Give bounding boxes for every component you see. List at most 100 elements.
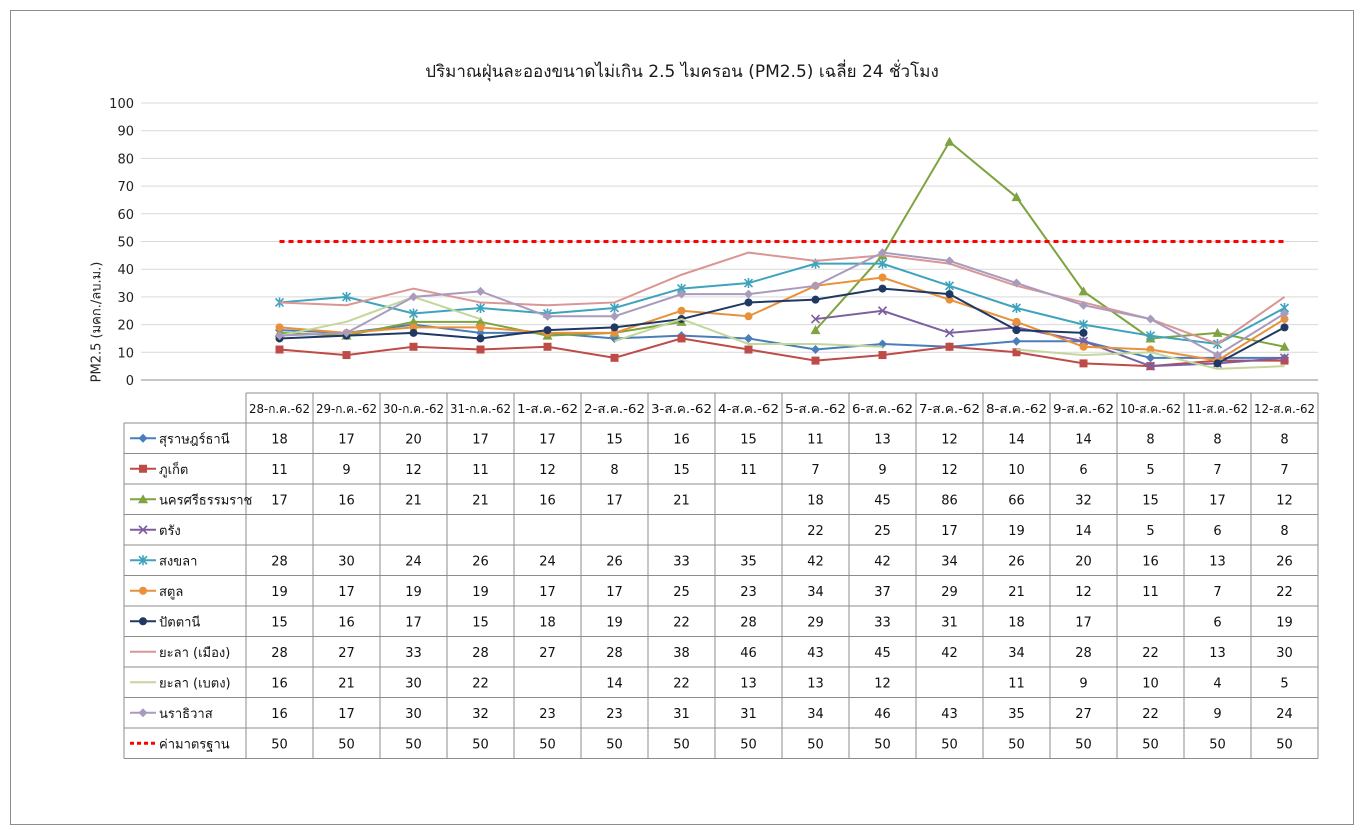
table-value: 22 <box>673 615 690 630</box>
data-point <box>275 323 284 332</box>
data-point <box>408 316 419 326</box>
data-point <box>1012 317 1021 326</box>
legend-label: สงขลา <box>159 554 197 569</box>
table-value: 45 <box>874 646 891 661</box>
x-category-label: 12-ส.ค.-62 <box>1254 402 1315 416</box>
table-value: 9 <box>1079 676 1087 691</box>
y-tick-label: 10 <box>117 346 134 361</box>
table-value: 50 <box>1142 737 1159 752</box>
table-value: 16 <box>338 493 355 508</box>
data-point <box>1012 348 1021 357</box>
data-point <box>677 334 686 343</box>
data-point <box>342 351 351 360</box>
table-value: 30 <box>405 707 422 722</box>
table-value: 6 <box>1213 524 1221 539</box>
table-value: 12 <box>405 463 422 478</box>
chart-frame <box>10 10 1354 825</box>
table-value: 12 <box>941 463 958 478</box>
data-point <box>543 326 552 335</box>
x-category-label: 8-ส.ค.-62 <box>986 402 1047 416</box>
table-value: 34 <box>1008 646 1025 661</box>
table-value: 13 <box>807 676 824 691</box>
legend-marker <box>138 433 148 443</box>
table-value: 11 <box>1008 676 1025 691</box>
table-value: 22 <box>1142 707 1159 722</box>
table-value: 43 <box>807 646 824 661</box>
table-value: 26 <box>1008 554 1025 569</box>
data-point <box>476 286 485 296</box>
data-point <box>1078 286 1089 296</box>
series-line-8 <box>279 295 481 337</box>
table-value: 50 <box>1075 737 1092 752</box>
table-value: 50 <box>472 737 489 752</box>
table-value: 45 <box>874 493 891 508</box>
legend-marker <box>138 525 148 535</box>
x-category-label: 4-ส.ค.-62 <box>718 402 779 416</box>
table-value: 15 <box>673 463 690 478</box>
table-value: 12 <box>539 463 556 478</box>
table-value: 50 <box>338 737 355 752</box>
table-value: 42 <box>807 554 824 569</box>
table-value: 19 <box>405 585 422 600</box>
table-value: 23 <box>606 707 623 722</box>
table-value: 9 <box>342 463 350 478</box>
data-point <box>1280 315 1289 324</box>
legend-label: ปัตตานี <box>159 614 200 630</box>
table-value: 34 <box>807 707 824 722</box>
data-point <box>543 311 552 321</box>
x-category-label: 1-ส.ค.-62 <box>517 402 578 416</box>
series-line-2 <box>814 140 1285 348</box>
table-value: 50 <box>405 737 422 752</box>
table-value: 86 <box>941 493 958 508</box>
table-value: 22 <box>673 676 690 691</box>
x-category-label: 2-ส.ค.-62 <box>584 402 645 416</box>
table-value: 50 <box>1276 737 1293 752</box>
data-point <box>810 325 821 335</box>
data-point <box>744 333 753 343</box>
data-point <box>877 306 888 316</box>
table-value: 4 <box>1213 676 1221 691</box>
data-point <box>1146 314 1155 324</box>
table-value: 25 <box>874 524 891 539</box>
table-value: 50 <box>874 737 891 752</box>
x-category-label: 10-ส.ค.-62 <box>1120 402 1181 416</box>
table-value: 17 <box>271 493 288 508</box>
legend-label: ยะลา (เมือง) <box>159 645 230 661</box>
legend-marker <box>138 494 148 504</box>
table-value: 23 <box>740 585 757 600</box>
table-value: 33 <box>874 615 891 630</box>
table-value: 38 <box>673 646 690 661</box>
table-value: 15 <box>740 432 757 447</box>
data-point <box>341 291 352 302</box>
y-tick-label: 30 <box>117 291 134 306</box>
table-value: 17 <box>472 432 489 447</box>
data-point <box>1012 278 1021 288</box>
table-value: 30 <box>1276 646 1293 661</box>
data-point <box>878 284 887 293</box>
table-value: 11 <box>1142 585 1159 600</box>
data-point <box>1213 350 1222 360</box>
series-line-4 <box>279 262 1285 346</box>
table-value: 33 <box>405 646 422 661</box>
table-value: 7 <box>1280 463 1288 478</box>
table-value: 19 <box>1276 615 1293 630</box>
series-line-9 <box>279 251 1286 357</box>
table-value: 22 <box>807 524 824 539</box>
table-value: 66 <box>1008 493 1025 508</box>
data-point <box>1146 353 1155 363</box>
data-point <box>1280 356 1289 365</box>
data-point <box>409 328 418 337</box>
table-value: 7 <box>811 463 819 478</box>
x-category-label: 11-ส.ค.-62 <box>1187 402 1248 416</box>
data-point <box>476 345 485 354</box>
table-value: 19 <box>1008 524 1025 539</box>
y-tick-label: 50 <box>117 236 134 251</box>
data-point <box>409 323 418 332</box>
table-value: 26 <box>1276 554 1293 569</box>
data-point <box>1012 336 1021 346</box>
table-value: 8 <box>610 463 618 478</box>
table-value: 13 <box>1209 646 1226 661</box>
table-value: 8 <box>1146 432 1154 447</box>
data-point <box>1213 359 1222 368</box>
table-value: 17 <box>539 585 556 600</box>
